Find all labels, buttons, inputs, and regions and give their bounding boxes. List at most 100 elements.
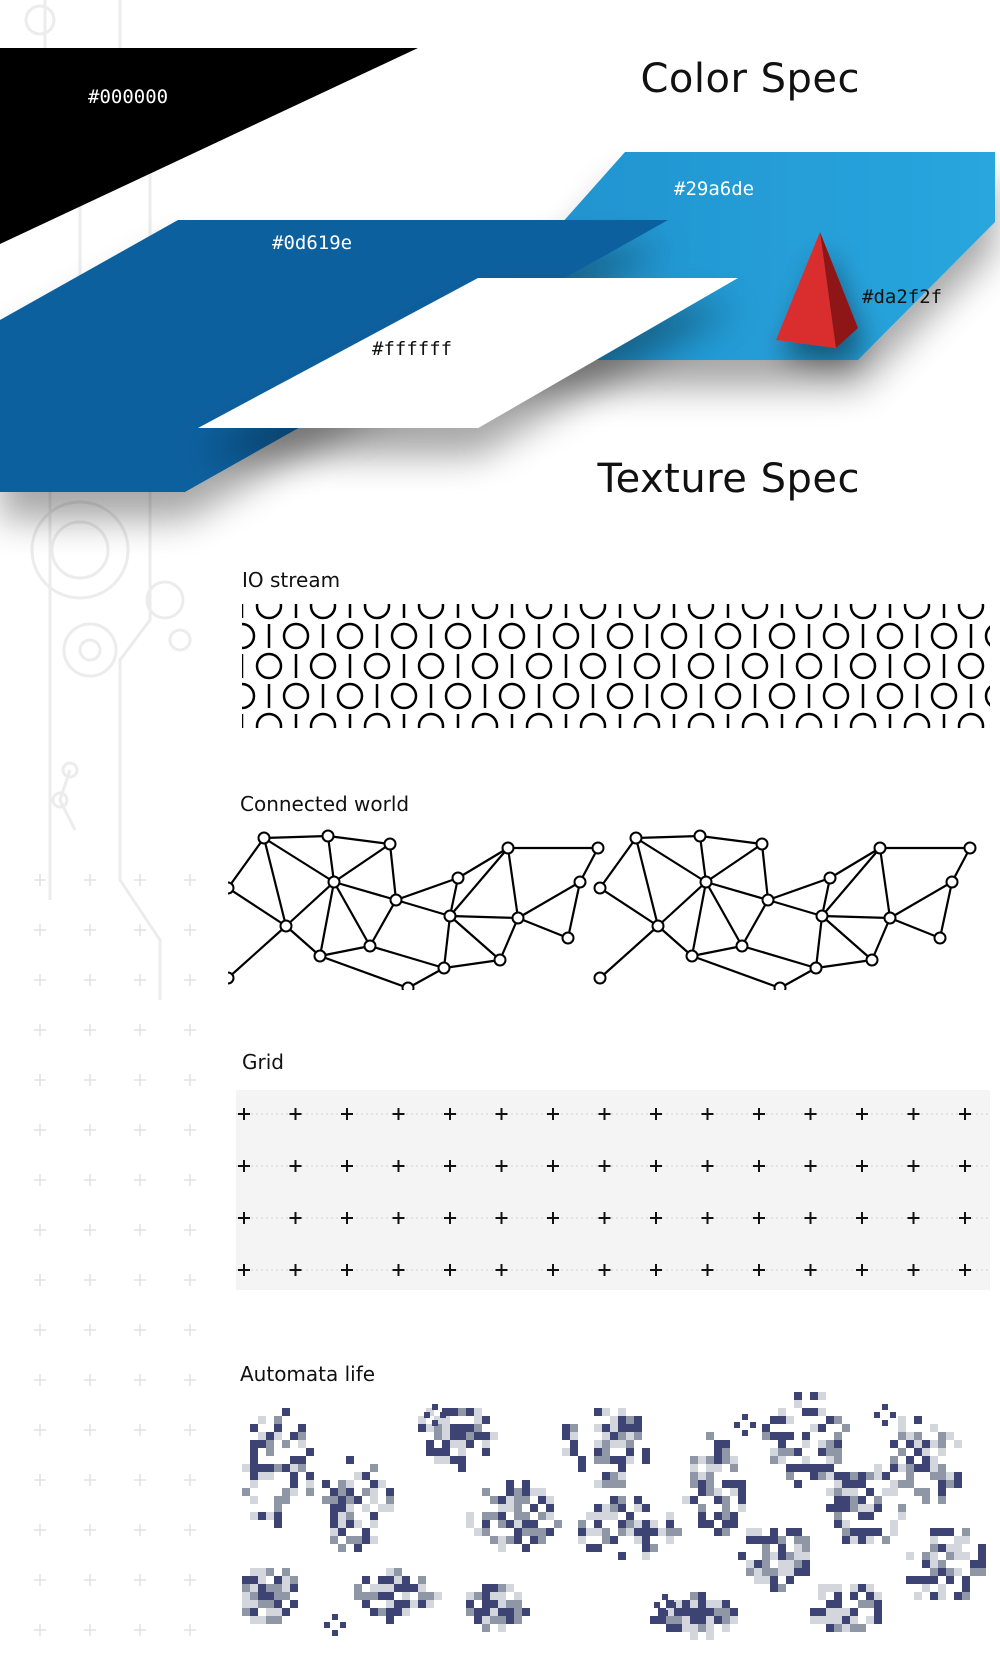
io-circle <box>579 604 607 620</box>
automata-cell <box>578 1520 586 1528</box>
automata-cell <box>634 1536 642 1544</box>
node-dot-icon <box>823 871 837 885</box>
automata-cell <box>866 1536 874 1544</box>
automata-cell <box>306 1488 314 1496</box>
automata-cell <box>370 1480 378 1488</box>
automata-cell <box>530 1488 538 1496</box>
automata-cell <box>826 1472 834 1480</box>
automata-cell <box>714 1512 722 1520</box>
automata-cell <box>434 1424 442 1432</box>
automata-cell <box>634 1520 642 1528</box>
automata-cell <box>810 1464 818 1472</box>
io-circle <box>336 622 364 650</box>
io-circle <box>957 652 985 680</box>
automata-cell <box>634 1424 642 1432</box>
plus-marker-icon <box>701 1264 714 1276</box>
automata-cell <box>338 1488 346 1496</box>
automata-cell <box>898 1424 906 1432</box>
texture-label-automata-life: Automata life <box>240 1362 376 1386</box>
automata-cell <box>346 1504 354 1512</box>
automata-cell <box>618 1464 626 1472</box>
automata-cell <box>386 1608 394 1616</box>
plus-marker-icon <box>184 1324 196 1336</box>
automata-cell <box>906 1432 914 1440</box>
automata-cell <box>490 1496 498 1504</box>
automata-cell <box>618 1424 626 1432</box>
automata-cell <box>714 1448 722 1456</box>
automata-cell <box>434 1456 442 1464</box>
automata-cell <box>734 1422 740 1428</box>
automata-cell <box>946 1480 954 1488</box>
network-edge <box>815 958 873 970</box>
automata-cell <box>714 1600 722 1608</box>
automata-cell <box>794 1464 802 1472</box>
automata-cell <box>666 1536 674 1544</box>
automata-cell <box>754 1536 762 1544</box>
plus-marker-icon <box>444 1108 456 1120</box>
automata-cell <box>698 1600 706 1608</box>
plus-marker-icon <box>289 1212 302 1224</box>
network-edge <box>228 887 287 927</box>
automata-cell <box>850 1616 858 1624</box>
plus-marker-icon <box>34 1274 46 1286</box>
automata-cell <box>826 1448 834 1456</box>
automata-cell <box>866 1600 874 1608</box>
plus-marker-icon <box>289 1264 302 1276</box>
automata-cell <box>666 1528 674 1536</box>
automata-cell <box>354 1496 362 1504</box>
automata-cell <box>746 1536 754 1544</box>
automata-cell <box>514 1512 522 1520</box>
automata-cell <box>250 1480 258 1488</box>
automata-cell <box>682 1600 690 1608</box>
automata-cell <box>930 1536 938 1544</box>
io-circle <box>255 712 283 728</box>
automata-cell <box>858 1504 866 1512</box>
automata-cell <box>922 1456 930 1464</box>
io-circle <box>930 682 958 710</box>
automata-cell <box>738 1552 746 1560</box>
automata-cell <box>394 1600 402 1608</box>
automata-cell <box>242 1576 250 1584</box>
automata-cell <box>626 1440 634 1448</box>
automata-cell <box>418 1424 426 1432</box>
automata-cell <box>562 1424 570 1432</box>
plus-marker-icon <box>34 1224 46 1236</box>
automata-cell <box>450 1440 458 1448</box>
automata-cell <box>506 1616 514 1624</box>
automata-cell <box>730 1520 738 1528</box>
automata-cell <box>266 1568 274 1576</box>
automata-cell <box>538 1512 546 1520</box>
plus-marker-icon <box>34 874 46 886</box>
plus-marker-icon <box>134 1124 146 1136</box>
automata-cell <box>490 1584 498 1592</box>
automata-cell <box>898 1512 906 1520</box>
automata-cell <box>810 1392 818 1400</box>
automata-cell <box>250 1448 258 1456</box>
automata-cell <box>802 1560 810 1568</box>
node-dot-icon <box>883 911 897 925</box>
automata-cell <box>258 1416 266 1424</box>
automata-cell <box>770 1456 778 1464</box>
plus-marker-icon <box>134 1074 146 1086</box>
automata-cell <box>458 1464 466 1472</box>
automata-cell <box>250 1568 258 1576</box>
automata-cell <box>298 1432 306 1440</box>
automata-cell <box>826 1608 834 1616</box>
automata-cell <box>930 1568 938 1576</box>
automata-cell <box>818 1608 826 1616</box>
automata-cell <box>490 1432 498 1440</box>
automata-cell <box>618 1472 626 1480</box>
automata-cell <box>850 1504 858 1512</box>
automata-cell <box>834 1584 842 1592</box>
automata-cell <box>626 1424 634 1432</box>
automata-cell <box>914 1576 922 1584</box>
automata-cell <box>698 1520 706 1528</box>
plus-marker-icon <box>184 1374 196 1386</box>
automata-cell <box>426 1448 434 1456</box>
network-edge <box>498 917 520 961</box>
io-circle <box>579 652 607 680</box>
io-circle <box>741 652 769 680</box>
automata-cell <box>962 1584 970 1592</box>
automata-cell <box>570 1448 578 1456</box>
automata-cell <box>354 1592 362 1600</box>
